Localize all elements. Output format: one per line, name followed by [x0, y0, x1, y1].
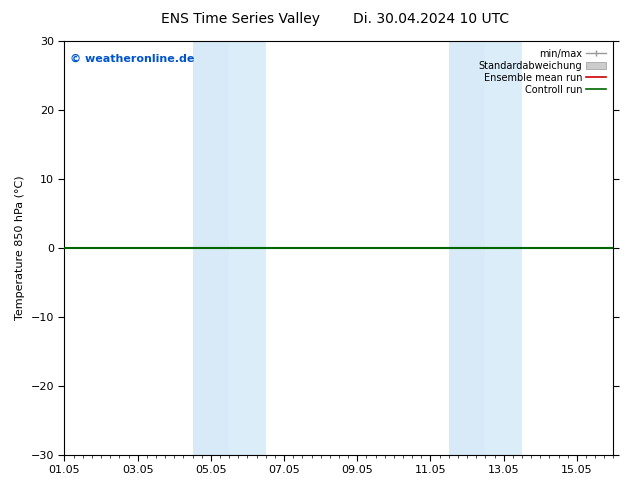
Text: Di. 30.04.2024 10 UTC: Di. 30.04.2024 10 UTC [353, 12, 509, 26]
Bar [193, 41, 229, 455]
Text: © weatheronline.de: © weatheronline.de [70, 53, 195, 64]
Bar [449, 41, 486, 455]
Text: ENS Time Series Valley: ENS Time Series Valley [162, 12, 320, 26]
Bar [486, 41, 522, 455]
Legend: min/max, Standardabweichung, Ensemble mean run, Controll run: min/max, Standardabweichung, Ensemble me… [476, 46, 609, 98]
Bar [229, 41, 266, 455]
Y-axis label: Temperature 850 hPa (°C): Temperature 850 hPa (°C) [15, 175, 25, 320]
